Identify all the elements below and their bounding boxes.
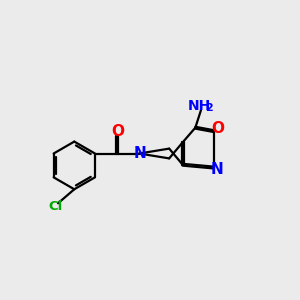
Text: O: O [111, 124, 124, 140]
Text: NH: NH [188, 99, 211, 113]
Text: 2: 2 [205, 103, 213, 113]
Text: O: O [211, 121, 224, 136]
Text: N: N [133, 146, 146, 161]
Text: Cl: Cl [49, 200, 63, 213]
Text: N: N [211, 162, 224, 177]
